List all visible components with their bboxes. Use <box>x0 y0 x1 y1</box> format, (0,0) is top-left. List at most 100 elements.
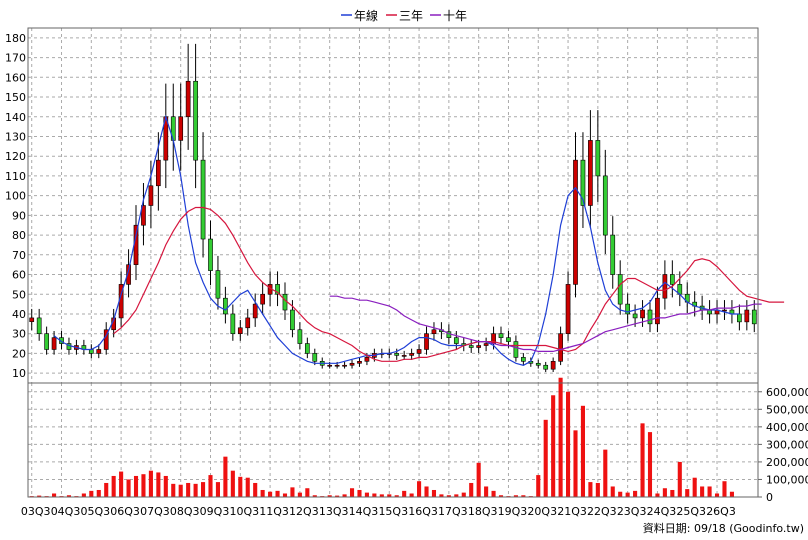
volume-tick-label: 600,000 <box>766 386 808 399</box>
candle-body <box>103 329 109 350</box>
candle-body <box>334 364 340 367</box>
volume-bar <box>707 486 712 497</box>
volume-bar <box>52 493 57 497</box>
volume-bar <box>677 461 682 497</box>
candle-body <box>141 205 146 226</box>
volume-tick-label: 400,000 <box>766 421 808 434</box>
volume-bar <box>364 492 369 497</box>
candle-body <box>36 317 42 334</box>
moving-average-line <box>113 206 785 362</box>
x-tick-label: 16Q3 <box>408 505 438 518</box>
volume-bar <box>372 493 377 497</box>
candle-body <box>535 362 541 366</box>
candle-body <box>126 264 131 285</box>
volume-bar <box>513 495 518 497</box>
candle-body <box>521 357 526 362</box>
volume-bar <box>163 475 168 497</box>
candle-body <box>513 341 519 358</box>
volume-bar <box>595 482 600 497</box>
candle-body <box>580 159 586 206</box>
volume-bar <box>275 490 280 497</box>
candle-body <box>260 293 265 305</box>
volume-bar <box>692 477 697 497</box>
volume-bar <box>379 494 384 497</box>
volume-bar <box>469 482 474 497</box>
volume-bar <box>417 481 422 497</box>
volume-bar <box>402 490 407 497</box>
x-tick-label: 05Q3 <box>80 505 110 518</box>
candle-body <box>200 159 206 240</box>
volume-bar <box>573 430 578 497</box>
price-tick-label: 170 <box>5 52 26 65</box>
candle-body <box>51 337 57 350</box>
candle-body <box>640 309 645 319</box>
x-tick-label: 18Q3 <box>468 505 498 518</box>
volume-bar <box>536 475 541 497</box>
volume-bar <box>186 482 191 497</box>
volume-bar <box>387 494 392 497</box>
candle-body <box>29 317 35 322</box>
volume-bar <box>610 486 615 497</box>
volume-bar <box>454 494 459 497</box>
volume-bar <box>208 475 213 497</box>
volume-bar <box>111 475 116 497</box>
candle-body <box>565 284 571 334</box>
candle-body <box>588 140 593 206</box>
x-tick-label: 14Q3 <box>349 505 379 518</box>
moving-average-line <box>53 114 740 366</box>
volume-bar <box>409 493 414 497</box>
candle-body <box>424 333 429 350</box>
volume-bar <box>551 395 556 497</box>
volume-bar <box>670 489 675 497</box>
candle-body <box>543 364 549 370</box>
chart-legend: 年線 三年 十年 <box>341 8 467 23</box>
volume-bar <box>223 456 228 497</box>
volume-bar <box>119 471 124 497</box>
x-tick-label: 08Q3 <box>170 505 200 518</box>
volume-bar <box>484 486 489 497</box>
price-tick-label: 80 <box>12 229 26 242</box>
volume-bar <box>312 495 317 497</box>
volume-bar <box>282 493 288 497</box>
volume-bar <box>498 495 504 497</box>
volume-bar <box>700 486 705 497</box>
volume-bar <box>439 494 444 497</box>
volume-bar <box>260 489 265 497</box>
candle-body <box>453 337 459 344</box>
price-tick-label: 120 <box>5 150 26 163</box>
candle-body <box>290 309 295 331</box>
x-tick-label: 17Q3 <box>438 505 468 518</box>
candle-body <box>722 309 727 312</box>
price-tick-label: 30 <box>12 328 26 341</box>
candle-body <box>625 303 630 315</box>
volume-bar <box>268 491 273 497</box>
volume-bar <box>580 405 585 497</box>
moving-average-line <box>329 295 762 352</box>
candle-body <box>669 274 675 285</box>
candle-body <box>573 159 578 285</box>
candle-body <box>744 309 750 323</box>
price-tick-label: 150 <box>5 91 26 104</box>
volume-bar <box>253 482 258 497</box>
volume-axis-ticks: 600,000 500,000 400,000 300,000 200,000 100,0… <box>758 386 808 504</box>
volume-bar <box>37 495 42 497</box>
x-tick-label: 25Q3 <box>676 505 706 518</box>
volume-bar <box>491 490 496 497</box>
x-tick-label: 12Q3 <box>289 505 319 518</box>
volume-bar <box>394 495 399 497</box>
volume-bar <box>245 477 250 497</box>
candle-body <box>342 364 347 367</box>
volume-bar <box>633 490 638 497</box>
volume-bar <box>201 482 206 497</box>
candle-body <box>215 270 221 299</box>
candle-body <box>595 140 601 177</box>
candle-body <box>498 333 504 338</box>
price-tick-label: 160 <box>5 71 26 84</box>
price-tick-label: 90 <box>12 209 26 222</box>
price-tick-label: 140 <box>5 111 26 124</box>
volume-bar <box>424 486 429 497</box>
price-tick-label: 180 <box>5 32 26 45</box>
price-tick-label: 10 <box>12 367 26 380</box>
volume-bar <box>305 488 310 497</box>
